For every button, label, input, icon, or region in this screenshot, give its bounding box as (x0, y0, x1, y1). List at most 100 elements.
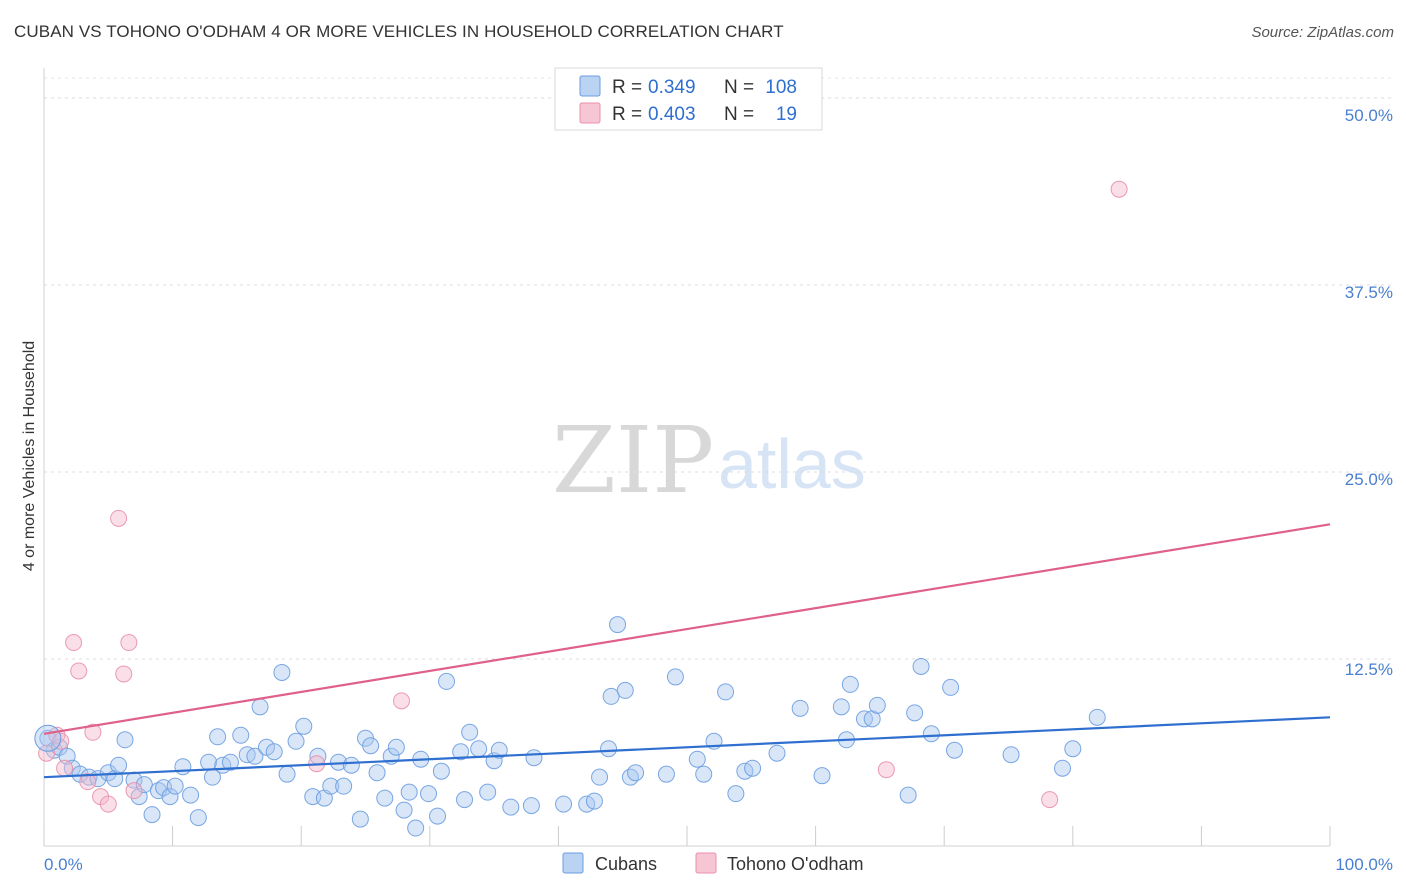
point-cubans (868, 696, 886, 714)
point-cubans (899, 786, 917, 804)
point-cubans (209, 728, 227, 746)
legend-n-label-tohono: N = (724, 104, 754, 125)
point-cubans (452, 743, 470, 761)
point-cubans (768, 744, 786, 762)
series-legend-label-cubans: Cubans (595, 854, 657, 874)
point-cubans (232, 726, 250, 744)
point-cubans (522, 797, 540, 815)
point-cubans (813, 767, 831, 785)
point-tohono (120, 634, 138, 652)
point-cubans (368, 764, 386, 782)
point-cubans (1054, 759, 1072, 777)
point-cubans (609, 616, 627, 634)
point-cubans (906, 704, 924, 722)
trend-line-tohono (43, 523, 1331, 735)
legend-swatch-cubans (579, 75, 601, 97)
point-cubans-cluster (34, 724, 62, 752)
point-cubans (110, 756, 128, 774)
point-cubans (200, 753, 218, 771)
point-cubans (727, 785, 745, 803)
chart-title: CUBAN VS TOHONO O'ODHAM 4 OR MORE VEHICL… (14, 22, 784, 41)
point-cubans (688, 750, 706, 768)
point-cubans (322, 777, 340, 795)
point-tohono (56, 759, 74, 777)
point-tohono (99, 795, 117, 813)
x-tick-label-min: 0.0% (44, 855, 83, 874)
legend-n-value-tohono: 19 (776, 104, 797, 125)
point-cubans (143, 806, 161, 824)
watermark-zip: ZIP (552, 407, 714, 514)
point-cubans (161, 788, 179, 806)
legend-r-value-tohono: 0.403 (648, 104, 696, 125)
point-cubans (616, 681, 634, 699)
point-cubans (432, 762, 450, 780)
point-cubans (912, 657, 930, 675)
point-cubans (479, 783, 497, 801)
point-cubans (376, 789, 394, 807)
point-cubans (251, 698, 269, 716)
point-tohono (393, 692, 411, 710)
point-cubans (922, 725, 940, 743)
trend-line-cubans (43, 716, 1331, 779)
point-cubans (429, 807, 447, 825)
legend-r-value-cubans: 0.349 (648, 77, 696, 98)
point-cubans (1064, 740, 1082, 758)
point-cubans (420, 785, 438, 803)
series-legend-swatch-cubans (562, 852, 584, 874)
point-cubans (841, 675, 859, 693)
point-cubans (174, 758, 192, 776)
point-cubans (287, 732, 305, 750)
point-cubans (502, 798, 520, 816)
legend-r-label-cubans: R = (612, 77, 642, 98)
point-cubans (400, 783, 418, 801)
legend-n-value-cubans: 108 (765, 77, 797, 98)
point-cubans (627, 764, 645, 782)
y-tick-label: 25.0% (1345, 470, 1393, 489)
point-tohono (38, 744, 56, 762)
point-cubans (351, 810, 369, 828)
x-tick-label-max: 100.0% (1335, 855, 1393, 874)
y-tick-label: 50.0% (1345, 106, 1393, 125)
x-axis-ticks (43, 826, 1331, 846)
point-cubans (395, 801, 413, 819)
point-cubans (602, 687, 620, 705)
point-tohono (877, 761, 895, 779)
point-cubans (1088, 708, 1106, 726)
y-axis-label: 4 or more Vehicles in Household (21, 341, 38, 571)
series-legend: Cubans Tohono O'odham (562, 852, 864, 874)
point-cubans (246, 747, 264, 765)
point-cubans (600, 740, 618, 758)
point-cubans (461, 723, 479, 741)
point-cubans (695, 765, 713, 783)
point-tohono (84, 723, 102, 741)
series-legend-label-tohono: Tohono O'odham (727, 854, 864, 874)
correlation-legend: R = 0.349 N = 108 R = 0.403 N = 19 (554, 67, 823, 131)
point-cubans (116, 731, 134, 749)
point-cubans (832, 698, 850, 716)
point-cubans (265, 743, 283, 761)
point-cubans (135, 776, 153, 794)
point-cubans (362, 737, 380, 755)
point-tohono (1041, 791, 1059, 809)
point-cubans (585, 792, 603, 810)
point-cubans (470, 740, 488, 758)
point-cubans (295, 717, 313, 735)
point-cubans (221, 753, 239, 771)
scatter-points (34, 180, 1128, 837)
point-cubans (273, 663, 291, 681)
point-tohono (115, 665, 133, 683)
point-cubans (182, 786, 200, 804)
point-cubans (335, 777, 353, 795)
point-tohono (79, 773, 97, 791)
legend-swatch-tohono (579, 102, 601, 124)
point-cubans (942, 678, 960, 696)
point-cubans (490, 741, 508, 759)
point-cubans (591, 768, 609, 786)
point-cubans (666, 668, 684, 686)
point-cubans (387, 738, 405, 756)
point-cubans (456, 791, 474, 809)
point-cubans (342, 756, 360, 774)
point-cubans (791, 699, 809, 717)
point-cubans (945, 741, 963, 759)
